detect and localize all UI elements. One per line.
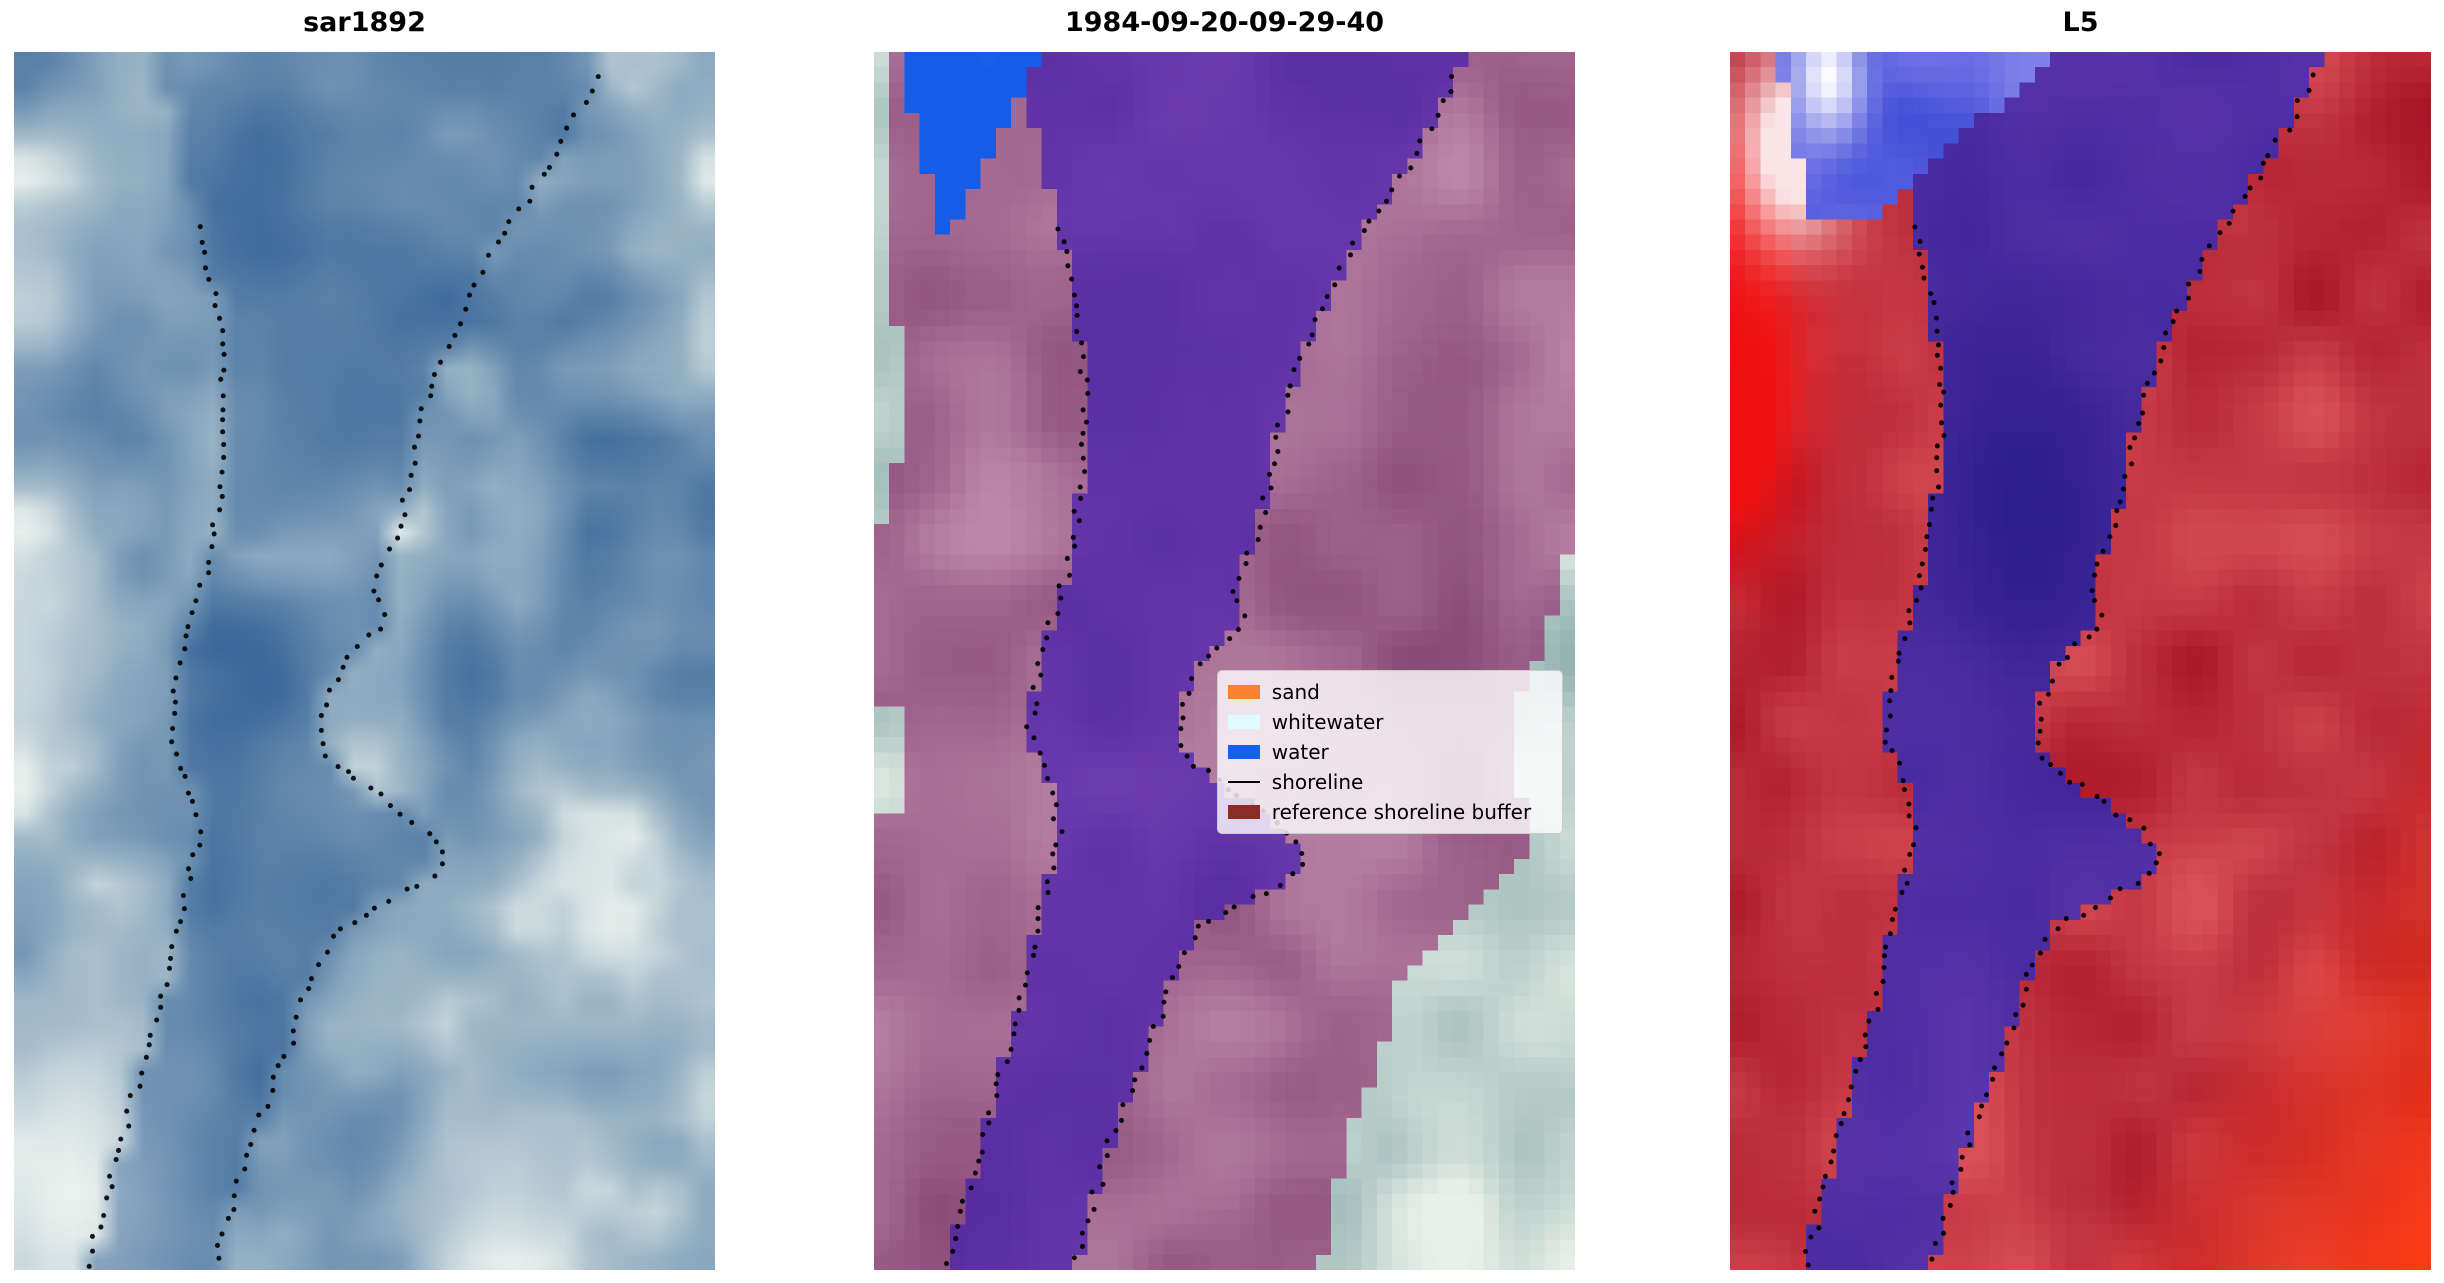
- legend-label-reference-shoreline-buffer: reference shoreline buffer: [1271, 799, 1532, 824]
- legend-label-water: water: [1271, 739, 1329, 764]
- legend-item-whitewater: whitewater: [1227, 709, 1552, 735]
- whitewater-swatch: [1227, 714, 1260, 729]
- panel-title-sar1892: sar1892: [303, 7, 426, 38]
- classified-scene-shoreline-dots-overlay: [944, 73, 1455, 1267]
- legend-item-shoreline: shoreline: [1227, 769, 1552, 795]
- legend-label-sand: sand: [1271, 679, 1320, 704]
- classified-scene-image-canvas: [874, 52, 1575, 1270]
- l5-image-area: [1730, 52, 2431, 1270]
- legend-label-whitewater: whitewater: [1271, 709, 1384, 734]
- legend-item-water: water: [1227, 739, 1552, 765]
- l5-image-canvas: [1730, 52, 2431, 1270]
- l5-shoreline-dots-overlay: [1802, 72, 2316, 1268]
- panel-l5: L5: [1730, 7, 2431, 1270]
- legend: sand whitewater water shoreline referenc…: [1216, 669, 1564, 834]
- reference-shoreline-buffer-swatch: [1227, 804, 1260, 819]
- sar1892-image-area: [14, 52, 715, 1270]
- legend-item-sand: sand: [1227, 679, 1552, 705]
- panel-classified-scene: 1984-09-20-09-29-40 sand whitewater wate…: [874, 7, 1575, 1270]
- sar1892-image-canvas: [14, 52, 715, 1270]
- panel-title-classified-scene: 1984-09-20-09-29-40: [1064, 7, 1385, 38]
- water-swatch: [1227, 744, 1260, 759]
- shoreline-line-swatch: [1227, 780, 1260, 783]
- legend-item-reference-shoreline-buffer: reference shoreline buffer: [1227, 799, 1552, 825]
- panel-sar1892: sar1892: [14, 7, 715, 1270]
- sar1892-shoreline-dots-overlay: [86, 74, 601, 1269]
- classified-scene-image-area: sand whitewater water shoreline referenc…: [874, 52, 1575, 1270]
- panel-title-l5: L5: [2062, 7, 2099, 38]
- sand-swatch: [1227, 684, 1260, 699]
- legend-label-shoreline: shoreline: [1271, 769, 1364, 794]
